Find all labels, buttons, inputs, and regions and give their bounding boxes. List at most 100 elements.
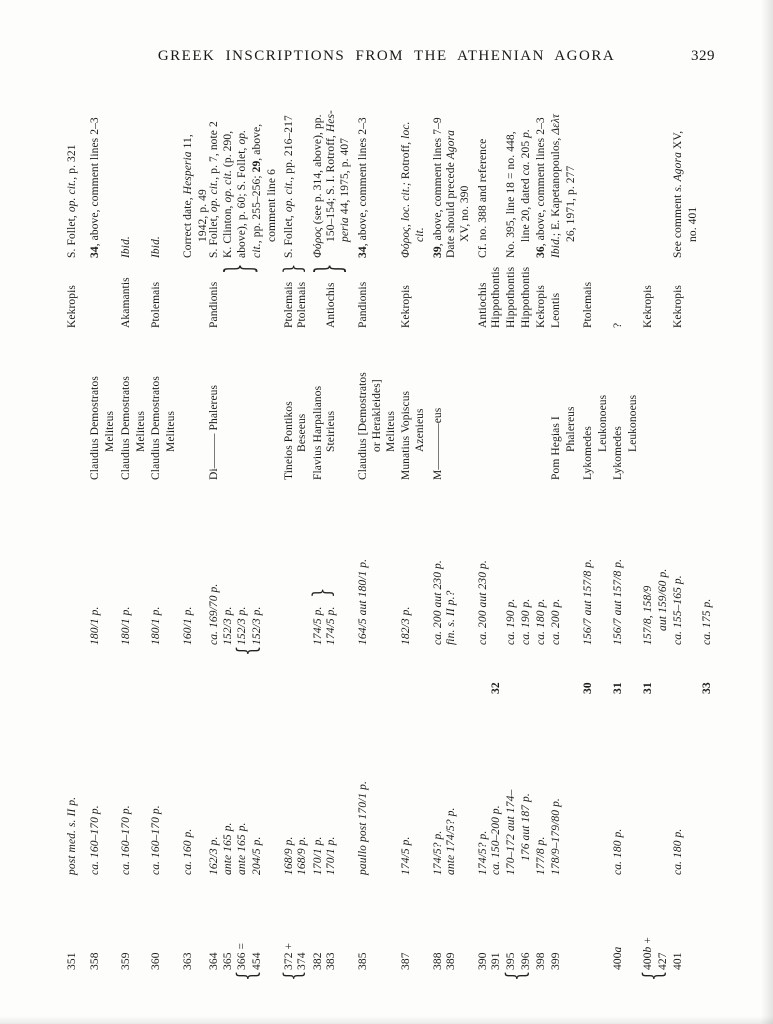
cell-revised-date: fin. s. II p.? <box>445 590 457 645</box>
table-line: 33 ca. 175 p. <box>700 90 715 1010</box>
cell-tribe: Ptolemais <box>150 281 162 328</box>
cell-tribe: Antiochis <box>325 282 337 328</box>
table-line: 358 ca. 160–170 p. 180/1 p. Claudius Demost… <box>88 90 103 1010</box>
grouping-brace: { <box>501 970 532 981</box>
grouping-brace: { <box>232 645 263 656</box>
table-line: comment line 6 <box>265 90 280 1010</box>
table-line: Meliteus <box>384 90 399 1010</box>
cell-published-date: ca. 160–170 p. <box>89 805 101 875</box>
table-line: 365 ante 165 p. 152/3 p. K. Clinton, op. ci… <box>221 90 236 1010</box>
cell-archon-name: Tineios Pontikos <box>283 401 295 480</box>
cell-comment: Correct date, Hesperia 11, <box>182 134 194 258</box>
cell-revised-date: ca. 155–165 p. <box>672 575 684 645</box>
cell-revised-date: ca. 200 aut 230 p. <box>432 560 444 645</box>
table-line: no. 401 <box>686 90 701 1010</box>
table-line: 383 170/1 p. 174/5 p. Steirieus Antiochis 150… <box>324 90 339 1010</box>
cell-archon-name: Steirieus <box>325 410 337 452</box>
cell-agora-xv-number: 358 <box>89 952 101 970</box>
table-line: 399 178/9–179/80 p. ca. 200 p. Pom Hegias I… <box>549 90 564 1010</box>
cell-tribe: Akamantis <box>120 277 132 328</box>
cell-comment: S. Follet, op. cit., pp. 216–217 <box>283 115 295 258</box>
cell-comment: Ibid. <box>150 236 162 258</box>
cell-archon-name: or Herakleides] <box>371 379 383 452</box>
cell-tribe: Antiochis <box>477 282 489 328</box>
grouping-brace: { <box>232 970 263 981</box>
table-line: peria 44, 1975, p. 407 <box>338 90 353 1010</box>
table-line: 30 156/7 aut 157/8 p. Lykomedes Ptolemais <box>581 90 596 1010</box>
cell-published-date: ante 174/5? p. <box>445 807 457 875</box>
grouping-brace: } <box>279 263 308 274</box>
cell-revised-date: 152/3 p. <box>222 606 234 646</box>
cell-agora-xv-number: 365 <box>222 952 234 970</box>
cell-published-date: 170/1 p. <box>312 836 324 876</box>
grouping-brace: } <box>218 263 262 274</box>
cell-published-date: ca. 160–170 p. <box>150 805 162 875</box>
table-line: Meliteus <box>134 90 149 1010</box>
table-line: 427 aut 159/60 p. <box>656 90 671 1010</box>
cell-paper-ref-number: 30 <box>582 682 594 694</box>
cell-comment: Cf. no. 388 and reference <box>477 138 489 258</box>
table-line: 400b + 31 157/8, 158/9 Kekropis <box>641 90 656 1010</box>
cell-revised-date: 157/8, 158/9 <box>642 585 654 645</box>
cell-archon-name: Lykomedes <box>582 426 594 480</box>
cell-tribe: Leontis <box>550 292 562 328</box>
cell-agora-xv-number: 400b + <box>642 937 654 970</box>
cell-comment: K. Clinton, op. cit. (p. 290, <box>222 130 234 258</box>
cell-archon-name: Leukonoeus <box>597 394 609 452</box>
cell-published-date: ca. 180 p. <box>672 828 684 875</box>
cell-revised-date: 152/3 p. <box>236 606 248 646</box>
table-line: 398 177/8 p. ca. 180 p. Kekropis 36, above, … <box>534 90 549 1010</box>
cell-comment: 26, 1971, p. 277 <box>565 165 577 242</box>
cell-agora-xv-number: 372 + <box>283 942 295 970</box>
table-line: 387 174/5 p. 182/3 p. Munatius Vopiscus Kekr… <box>399 90 414 1010</box>
cell-paper-ref-number: 33 <box>701 682 713 694</box>
cell-comment: line 20, dated ca. 205 p. <box>520 128 532 242</box>
cell-agora-xv-number: 395 <box>505 952 517 970</box>
rotated-inscription-table: 351 post med. s. II p. Kekropis S. Follet, … <box>55 90 715 1010</box>
cell-comment: comment line 6 <box>266 169 278 242</box>
table-line: 395 170–172 aut 174– ca. 190 p. Hippothonti… <box>504 90 519 1010</box>
cell-comment: Ibid. <box>120 236 132 258</box>
cell-published-date: 178/9–179/80 p. <box>550 798 562 875</box>
table-line: 374 168/9 p. Beseeus Ptolemais <box>295 90 310 1010</box>
cell-archon-name: Leukonoeus <box>627 394 639 452</box>
grouping-brace: } <box>308 587 337 598</box>
cell-comment: 34, above, comment lines 2–3 <box>357 117 369 258</box>
table-line: Meliteus <box>103 90 118 1010</box>
cell-agora-xv-number: 399 <box>550 952 562 970</box>
cell-published-date: 174/5 p. <box>400 836 412 876</box>
cell-tribe: Kekropis <box>400 285 412 328</box>
table-line: 351 post med. s. II p. Kekropis S. Follet, … <box>65 90 80 1010</box>
table-line: Azenieus cit. <box>413 90 428 1010</box>
cell-revised-date: 174/5 p. <box>325 606 337 646</box>
cell-tribe: Ptolemais <box>283 281 295 328</box>
table-line: 363 ca. 160 p. 160/1 p. Correct date, Hespe… <box>181 90 196 1010</box>
grouping-brace: { <box>279 970 308 981</box>
cell-revised-date: 152/3 p. <box>251 606 263 646</box>
cell-archon-name: Munatius Vopiscus <box>400 390 412 480</box>
cell-archon-name: Claudius Demostratos <box>120 376 132 480</box>
cell-published-date: 176 aut 187 p. <box>520 793 532 861</box>
cell-tribe: Hippothontis <box>505 266 517 328</box>
cell-published-date: ca. 160 p. <box>182 828 194 875</box>
table-line: 401 ca. 180 p. ca. 155–165 p. Kekropis See c… <box>671 90 686 1010</box>
cell-tribe: Hippothontis <box>490 266 502 328</box>
cell-tribe: Pandionis <box>208 281 220 328</box>
cell-agora-xv-number: 383 <box>325 952 337 970</box>
cell-tribe: Kekropis <box>672 285 684 328</box>
cell-archon-name: Beseeus <box>296 413 308 452</box>
cell-published-date: paullo post 170/1 p. <box>357 780 369 875</box>
cell-paper-ref-number: 32 <box>490 682 502 694</box>
cell-published-date: ante 165 p. <box>222 822 234 875</box>
cell-revised-date: 164/5 aut 180/1 p. <box>357 558 369 645</box>
table-line: or Herakleides] <box>370 90 385 1010</box>
cell-agora-xv-number: 398 <box>535 952 547 970</box>
cell-published-date: 204/5 p. <box>251 836 263 876</box>
cell-comment: Φόρος, loc. cit.; Rotroff, loc. <box>400 121 412 259</box>
cell-agora-xv-number: 400a <box>612 946 624 970</box>
cell-agora-xv-number: 391 <box>490 952 502 970</box>
cell-archon-name: Di——— Phalereus <box>208 384 220 480</box>
cell-comment: Date should precede Agora <box>445 129 457 258</box>
table-line: Leukonoeus <box>596 90 611 1010</box>
cell-archon-name: Meliteus <box>104 410 116 452</box>
